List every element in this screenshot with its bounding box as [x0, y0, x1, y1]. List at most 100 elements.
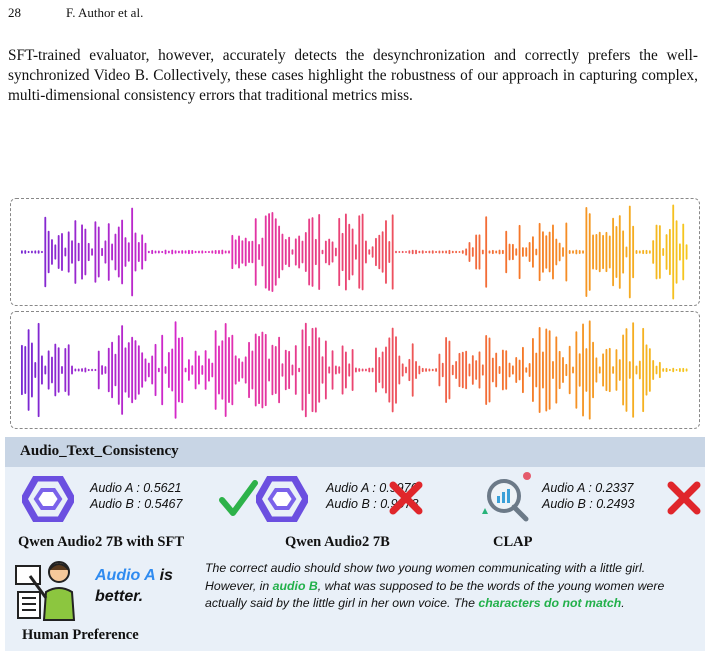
waveform-bar: [234, 355, 237, 385]
waveform-bar: [411, 249, 414, 255]
waveform-bar: [375, 237, 377, 267]
waveform-bar: [324, 340, 327, 400]
waveform-bar: [37, 322, 40, 418]
waveform-bar: [97, 350, 100, 390]
waveform-bar: [358, 215, 361, 289]
waveform-bar: [582, 250, 584, 254]
waveform-bar: [371, 246, 374, 258]
waveform-bar: [431, 250, 434, 254]
waveform-bar: [174, 250, 177, 254]
waveform-bar: [545, 328, 548, 412]
panel: [5, 437, 705, 651]
waveform-bar: [338, 217, 341, 287]
waveform-bar: [395, 250, 397, 254]
waveform-bar: [365, 368, 367, 372]
waveform-bar: [575, 249, 578, 255]
waveform-bar: [398, 355, 401, 385]
waveform-bar: [191, 250, 194, 254]
waveform-bar: [264, 333, 267, 407]
waveform-bar: [304, 232, 307, 272]
waveform-bar: [498, 249, 501, 255]
waveform-bar: [668, 228, 671, 276]
waveform-bar: [655, 365, 658, 375]
waveform-bar: [81, 368, 83, 372]
waveform-bar: [87, 368, 90, 372]
waveform-bar: [655, 224, 658, 280]
waveform-bar: [675, 368, 678, 372]
waveform-bar: [445, 336, 448, 404]
waveform-bar: [224, 322, 227, 418]
waveform-bar: [428, 368, 431, 372]
waveform-bar: [164, 366, 167, 374]
waveform-bar: [324, 240, 327, 264]
waveform-bar: [201, 250, 204, 254]
waveform-bar: [274, 346, 277, 394]
waveform-bar: [488, 250, 491, 254]
waveform-bar: [388, 337, 391, 403]
waveform-bar: [294, 238, 297, 266]
waveform-bar: [34, 250, 37, 254]
waveform-bar: [221, 249, 224, 255]
waveform-bar: [418, 250, 421, 254]
verdict: Audio A is better.: [95, 565, 205, 607]
waveform-bar: [391, 327, 394, 413]
waveform-bar: [505, 350, 508, 390]
waveform-bar: [648, 250, 651, 254]
waveform-bar: [485, 334, 488, 406]
waveform-bar: [121, 219, 124, 285]
waveform-bar: [268, 213, 270, 291]
waveform-bar: [645, 344, 648, 396]
waveform-bar: [595, 357, 598, 383]
waveform-bar: [161, 334, 164, 406]
waveform-bar: [672, 204, 675, 300]
waveform-bar: [321, 249, 324, 255]
waveform-bar: [107, 347, 110, 393]
waveform-bar: [555, 336, 558, 404]
waveform-bar: [244, 356, 247, 384]
waveform-bar: [351, 348, 354, 392]
explanation-text: , what was supposed to be the words of t…: [205, 578, 665, 611]
waveform-bar: [475, 360, 478, 380]
waveform-bar: [368, 249, 371, 255]
waveform-bar: [101, 247, 103, 257]
waveform-bar: [401, 363, 404, 377]
waveform-bar: [281, 233, 284, 271]
waveform-bar: [548, 231, 551, 273]
waveform-bar: [562, 357, 564, 383]
waveform-bar: [685, 368, 688, 372]
waveform-bar: [508, 362, 511, 378]
waveform-bar: [622, 334, 625, 406]
waveform-bar: [435, 250, 437, 254]
waveform-bar: [271, 344, 274, 396]
waveform-bar: [618, 215, 621, 289]
waveform-bar: [468, 242, 471, 262]
waveform-bar: [461, 250, 464, 254]
human-icon: [15, 561, 76, 621]
waveform-bar: [431, 368, 434, 372]
waveform-bar: [154, 343, 157, 397]
waveform-bar: [308, 218, 311, 286]
waveform-bar: [71, 365, 73, 375]
waveform-bar: [214, 249, 217, 255]
waveform-bar: [308, 345, 311, 395]
waveform-bar: [228, 336, 230, 404]
waveform-bar: [338, 366, 341, 374]
waveform-bar: [41, 250, 43, 254]
waveform-bar: [405, 366, 407, 374]
waveform-bar: [238, 358, 240, 382]
waveform-bar: [201, 365, 204, 375]
waveform-bar: [408, 250, 411, 254]
waveform-bar: [595, 234, 598, 270]
waveform-bar: [562, 247, 564, 257]
waveform-bar: [248, 341, 250, 399]
waveform-bar: [241, 240, 244, 264]
verdict-text: is better.: [95, 567, 173, 605]
waveform-bar: [188, 359, 190, 381]
waveform-bar: [288, 350, 291, 390]
waveform-bar: [61, 366, 63, 374]
waveform-bar: [351, 228, 354, 276]
waveform-bar: [348, 363, 351, 377]
waveform-bar: [231, 334, 234, 406]
waveform-bar: [548, 330, 551, 410]
